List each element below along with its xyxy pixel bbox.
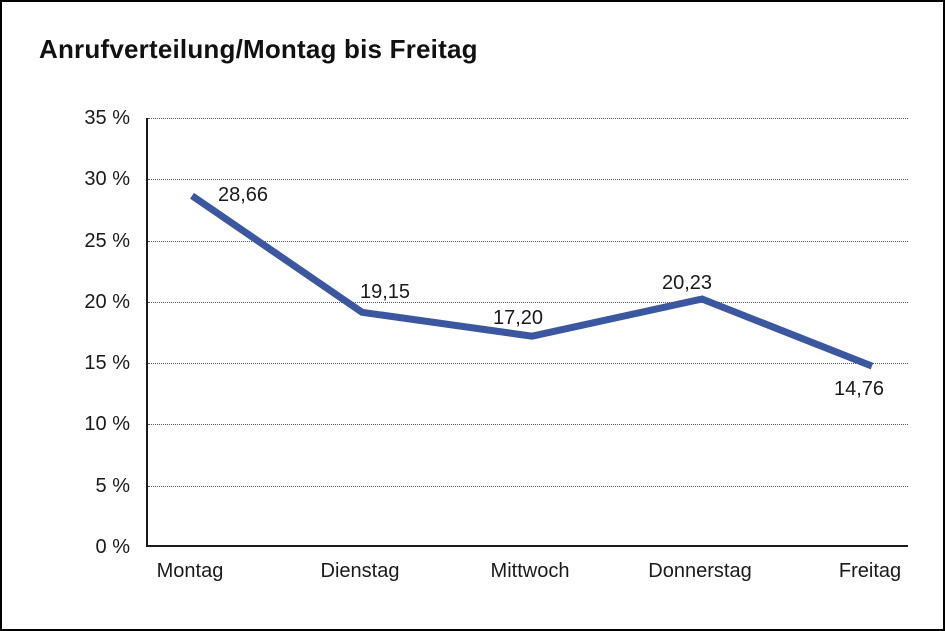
data-point-label-freitag: 14,76 [833, 378, 885, 400]
data-point-label-donnerstag: 20,23 [661, 272, 713, 294]
y-tick-label-0: 0 % [95, 536, 130, 558]
chart-title: Anrufverteilung/Montag bis Freitag [39, 34, 478, 64]
gridline-30pct [148, 179, 908, 181]
gridline-35pct [148, 118, 908, 119]
y-tick-label-15: 15 % [84, 352, 130, 375]
y-tick-label-20: 20 % [84, 290, 130, 313]
gridline-5pct [148, 485, 908, 487]
x-category-label-donnerstag: Donnerstag [648, 560, 752, 582]
gridline-20pct [148, 301, 908, 303]
data-point-label-mittwoch: 17,20 [492, 307, 544, 329]
y-tick-label-35: 35 % [84, 107, 130, 129]
y-tick-label-10: 10 % [84, 413, 130, 436]
series-line [190, 192, 874, 370]
gridline-15pct [148, 363, 908, 365]
x-category-label-mittwoch: Mittwoch [490, 560, 570, 582]
y-tick-label-25: 25 % [84, 229, 130, 252]
gridline-25pct [148, 240, 908, 242]
line-chart-canvas [190, 192, 874, 370]
x-category-label-freitag: Freitag [838, 560, 902, 582]
y-tick-label-5: 5 % [95, 474, 130, 497]
y-tick-label-30: 30 % [84, 168, 130, 191]
data-point-label-montag: 28,66 [217, 184, 269, 206]
data-point-label-dienstag: 19,15 [359, 281, 411, 303]
x-category-label-dienstag: Dienstag [320, 560, 400, 582]
gridline-10pct [148, 424, 908, 426]
x-category-label-montag: Montag [156, 560, 224, 582]
plot-area [146, 118, 908, 547]
